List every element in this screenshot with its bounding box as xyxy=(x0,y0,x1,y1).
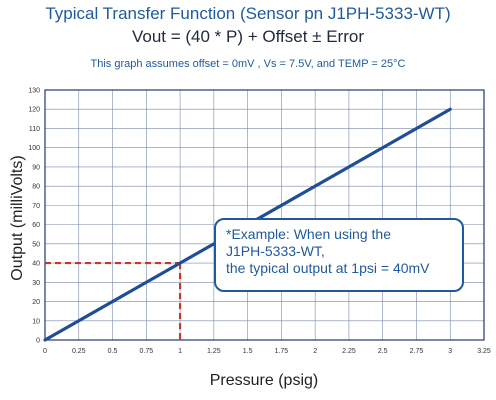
y-tick-label: 40 xyxy=(32,261,40,268)
y-tick-label: 70 xyxy=(32,203,40,210)
y-tick-label: 80 xyxy=(32,184,40,191)
x-axis-label: Pressure (psig) xyxy=(210,372,318,389)
y-tick-label: 20 xyxy=(32,299,40,306)
x-tick-label: 3 xyxy=(448,348,452,355)
y-tick-label: 10 xyxy=(32,318,40,325)
y-tick-label: 120 xyxy=(28,107,40,114)
x-tick-label: 3.25 xyxy=(477,348,491,355)
callout-line-1: *Example: When using the xyxy=(226,226,391,242)
y-tick-label: 30 xyxy=(32,280,40,287)
x-tick-label: 1.75 xyxy=(275,348,289,355)
example-callout: *Example: When using the J1PH-5333-WT, t… xyxy=(214,218,464,292)
y-tick-label: 110 xyxy=(29,126,40,133)
y-tick-labels: 0 10 20 30 40 50 60 70 80 90 100 110 120 130 xyxy=(28,88,40,345)
y-tick-label: 0 xyxy=(36,338,40,345)
x-tick-label: 1.5 xyxy=(243,348,253,355)
callout-line-3: the typical output at 1psi = 40mV xyxy=(226,260,430,276)
x-tick-label: 1.25 xyxy=(207,348,221,355)
y-tick-label: 90 xyxy=(32,164,40,171)
y-tick-label: 60 xyxy=(32,222,40,229)
assumption-note: This graph assumes offset = 0mV , Vs = 7… xyxy=(90,58,406,70)
y-tick-label: 130 xyxy=(28,88,40,95)
chart-title: Typical Transfer Function (Sensor pn J1P… xyxy=(45,4,451,23)
reference-dashed-lines xyxy=(45,261,182,340)
x-tick-label: 1 xyxy=(178,348,182,355)
x-tick-label: 2.75 xyxy=(410,348,424,355)
callout-line-2: J1PH-5333-WT, xyxy=(226,243,325,259)
x-tick-label: 2.25 xyxy=(342,348,356,355)
transfer-formula: Vout = (40 * P) + Offset ± Error xyxy=(131,27,364,46)
plot-frame xyxy=(44,89,485,341)
x-tick-label: 2 xyxy=(313,348,317,355)
y-tick-label: 50 xyxy=(32,241,40,248)
x-tick-label: 0.75 xyxy=(139,348,153,355)
x-tick-label: 0 xyxy=(43,348,47,355)
y-tick-label: 100 xyxy=(28,145,40,152)
x-tick-label: 0.25 xyxy=(72,348,86,355)
x-tick-label: 2.5 xyxy=(378,348,388,355)
x-tick-label: 0.5 xyxy=(108,348,118,355)
x-tick-labels: 0 0.25 0.5 0.75 1 1.25 1.5 1.75 2 2.25 2.5 2.75 3 3.2… xyxy=(43,348,491,355)
y-axis-label: Output (milliVolts) xyxy=(9,155,26,280)
